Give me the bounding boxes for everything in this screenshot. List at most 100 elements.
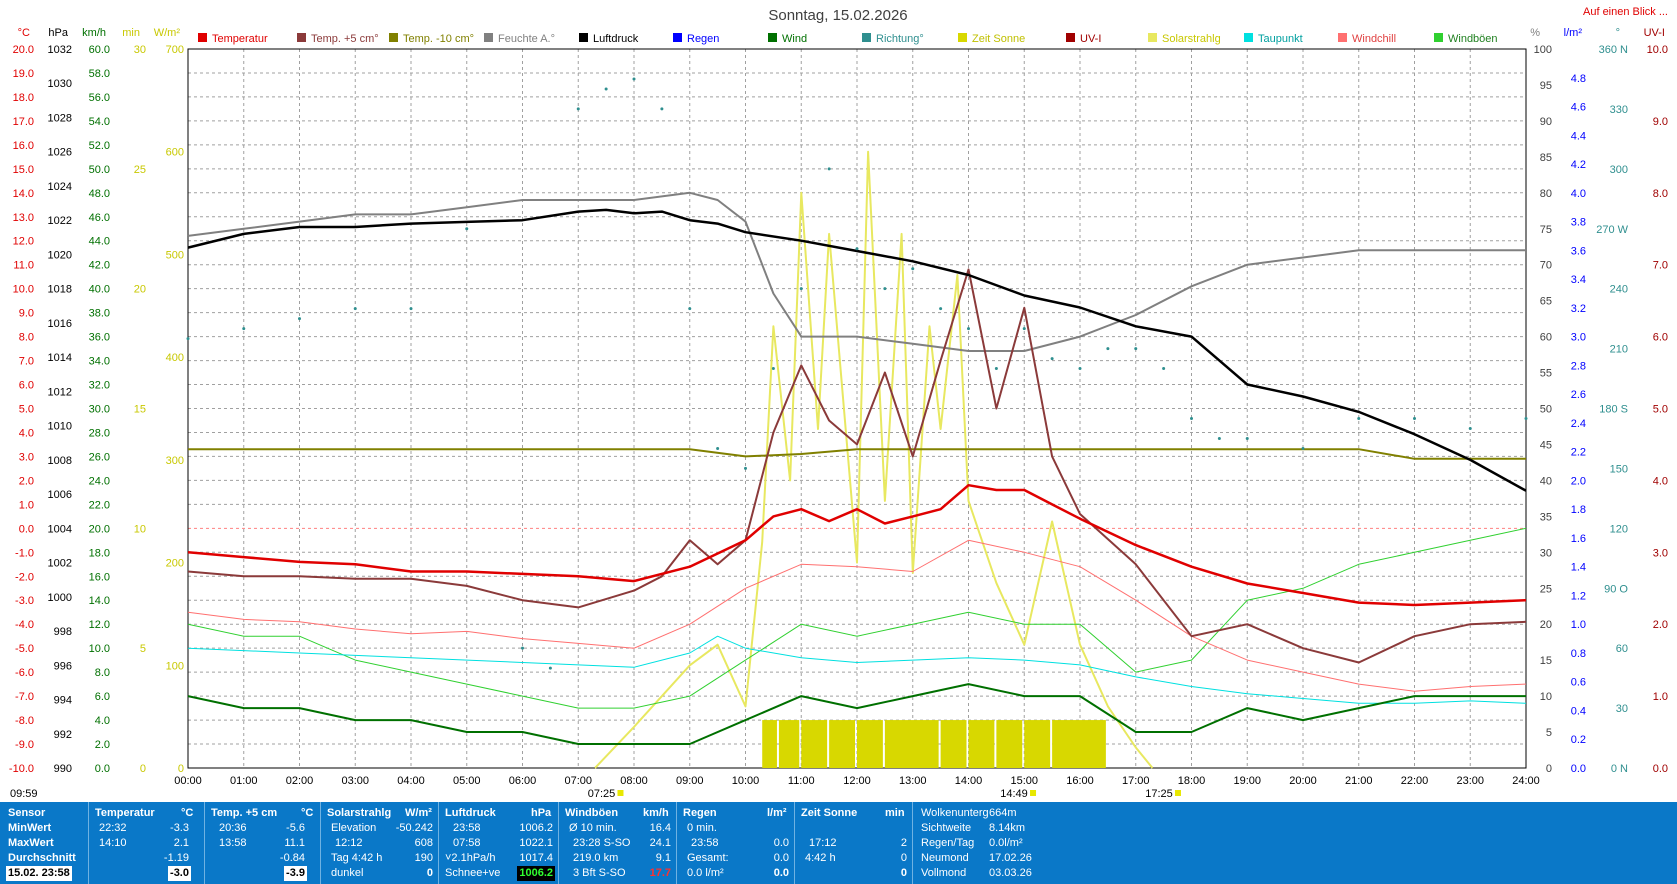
solar-unit-label: W/m² <box>154 27 181 39</box>
stats-header: Solarstrahlg <box>327 807 392 819</box>
temp-unit-label: °C <box>18 27 30 39</box>
legend-swatch <box>198 33 207 42</box>
stats-value: 0.0 <box>773 852 789 864</box>
wind-tick-label: 60.0 <box>89 44 110 56</box>
humidity-tick-label: 30 <box>1540 547 1552 559</box>
series-line-windb-en <box>187 527 1527 709</box>
sunshine-bar <box>996 720 1023 768</box>
legend-label: UV-I <box>1080 33 1101 45</box>
stats-current: -3.0 <box>168 866 191 881</box>
direction-point <box>1162 367 1166 371</box>
stats-time: 07:58 <box>453 837 481 849</box>
wind-tick-label: 22.0 <box>89 499 110 511</box>
pressure-tick-label: 1012 <box>48 386 72 398</box>
wind-tick-label: 54.0 <box>89 116 110 128</box>
temp-tick-label: -8.0 <box>15 715 34 727</box>
direction-tick-label: 300 <box>1610 164 1628 176</box>
wind-tick-label: 28.0 <box>89 427 110 439</box>
stats-label: 0 min. <box>687 822 717 834</box>
solar-tick-label: 300 <box>166 455 184 467</box>
sun-tick-label: 0 <box>140 763 146 775</box>
stats-current: -3.9 <box>284 866 307 881</box>
legend-swatch <box>958 33 967 42</box>
legend-label: Wind <box>782 33 807 45</box>
stats-value: 0 <box>426 867 433 879</box>
stats-value: 24.1 <box>649 837 671 849</box>
uv-tick-label: 2.0 <box>1653 619 1668 631</box>
temp-tick-label: 7.0 <box>19 356 34 368</box>
pressure-tick-label: 996 <box>54 660 72 672</box>
rain-tick-label: 3.4 <box>1571 274 1586 286</box>
series-line-feuchte-a- <box>187 191 1526 352</box>
humidity-unit-label: % <box>1530 27 1540 39</box>
overview-link[interactable]: Auf einen Blick ... <box>1583 6 1668 18</box>
rain-tick-label: 2.6 <box>1571 389 1586 401</box>
sunshine-bar <box>762 720 777 768</box>
direction-point <box>604 87 608 91</box>
direction-point <box>827 167 831 171</box>
sun-tick-label: 5 <box>140 643 146 655</box>
temp-tick-label: 8.0 <box>19 332 34 344</box>
temp-tick-label: -2.0 <box>15 571 34 583</box>
temp-tick-label: 11.0 <box>13 260 34 272</box>
sun-tick-label: 30 <box>134 44 146 56</box>
rain-tick-label: 1.8 <box>1571 504 1586 516</box>
solar-tick-label: 400 <box>166 352 184 364</box>
wind-tick-label: 36.0 <box>89 332 110 344</box>
solar-noon-marker-icon <box>1030 790 1037 796</box>
stats-value: 608 <box>414 837 433 849</box>
stats-time: 23:58 <box>691 837 719 849</box>
stats-label: Wolkenunterg <box>921 807 989 819</box>
pressure-tick-label: 992 <box>54 729 72 741</box>
direction-unit-label: ° <box>1616 27 1620 39</box>
humidity-tick-label: 40 <box>1540 475 1552 487</box>
legend-label: Temperatur <box>212 33 268 45</box>
humidity-tick-label: 0 <box>1546 763 1552 775</box>
legend-swatch <box>1244 33 1253 42</box>
humidity-tick-label: 50 <box>1540 404 1552 416</box>
stats-label: 219.0 km <box>573 852 619 864</box>
direction-tick-label: 180 S <box>1599 404 1628 416</box>
uv-unit-label: UV-I <box>1644 27 1665 39</box>
direction-tick-label: 120 <box>1610 523 1628 535</box>
stats-unit: hPa <box>531 807 552 819</box>
direction-point <box>1190 416 1193 420</box>
rain-tick-label: 4.2 <box>1571 159 1586 171</box>
stats-current: 0 <box>900 867 907 879</box>
stats-label: dunkel <box>331 867 364 879</box>
stats-value: -50.242 <box>395 822 433 834</box>
wind-tick-label: 4.0 <box>95 715 110 727</box>
uv-tick-label: 5.0 <box>1653 404 1668 416</box>
direction-tick-label: 210 <box>1610 344 1628 356</box>
legend-swatch <box>1148 33 1157 42</box>
series <box>186 77 1528 769</box>
direction-point <box>688 307 692 311</box>
stats-unit: W/m² <box>405 807 432 819</box>
stats-col-temp5: Temp. +5 cm °C 20:36 -5.6 13:58 11.1 -0.… <box>204 802 319 884</box>
wind-tick-label: 26.0 <box>89 451 110 463</box>
direction-point <box>242 327 246 331</box>
temp-tick-label: -9.0 <box>15 739 34 751</box>
time-tick-label: 06:00 <box>509 775 537 787</box>
solar-tick-label: 100 <box>166 660 184 672</box>
direction-point <box>632 77 636 81</box>
legend-swatch <box>673 33 682 42</box>
stats-label: Ø 10 min. <box>569 822 617 834</box>
weather-chart: Sonntag, 15.02.2026 Auf einen Blick ... … <box>9 6 1668 800</box>
wind-tick-label: 20.0 <box>89 523 110 535</box>
stats-time: 20:36 <box>219 822 247 834</box>
direction-point <box>967 327 970 331</box>
pressure-tick-label: 998 <box>54 626 72 638</box>
humidity-tick-label: 65 <box>1540 296 1552 308</box>
series-line-temp-5-cm- <box>187 268 1527 664</box>
time-tick-label: 12:00 <box>843 775 871 787</box>
legend-label: Regen <box>687 33 719 45</box>
pressure-tick-label: 1018 <box>48 284 72 296</box>
stats-time: 23:28 S-SO <box>573 837 631 849</box>
legend-label: Richtung° <box>876 33 924 45</box>
rain-tick-label: 1.2 <box>1571 590 1586 602</box>
wind-tick-label: 46.0 <box>89 212 110 224</box>
wind-tick-label: 14.0 <box>89 595 110 607</box>
sunshine-bar <box>940 720 967 768</box>
sunshine-bar <box>801 720 828 768</box>
